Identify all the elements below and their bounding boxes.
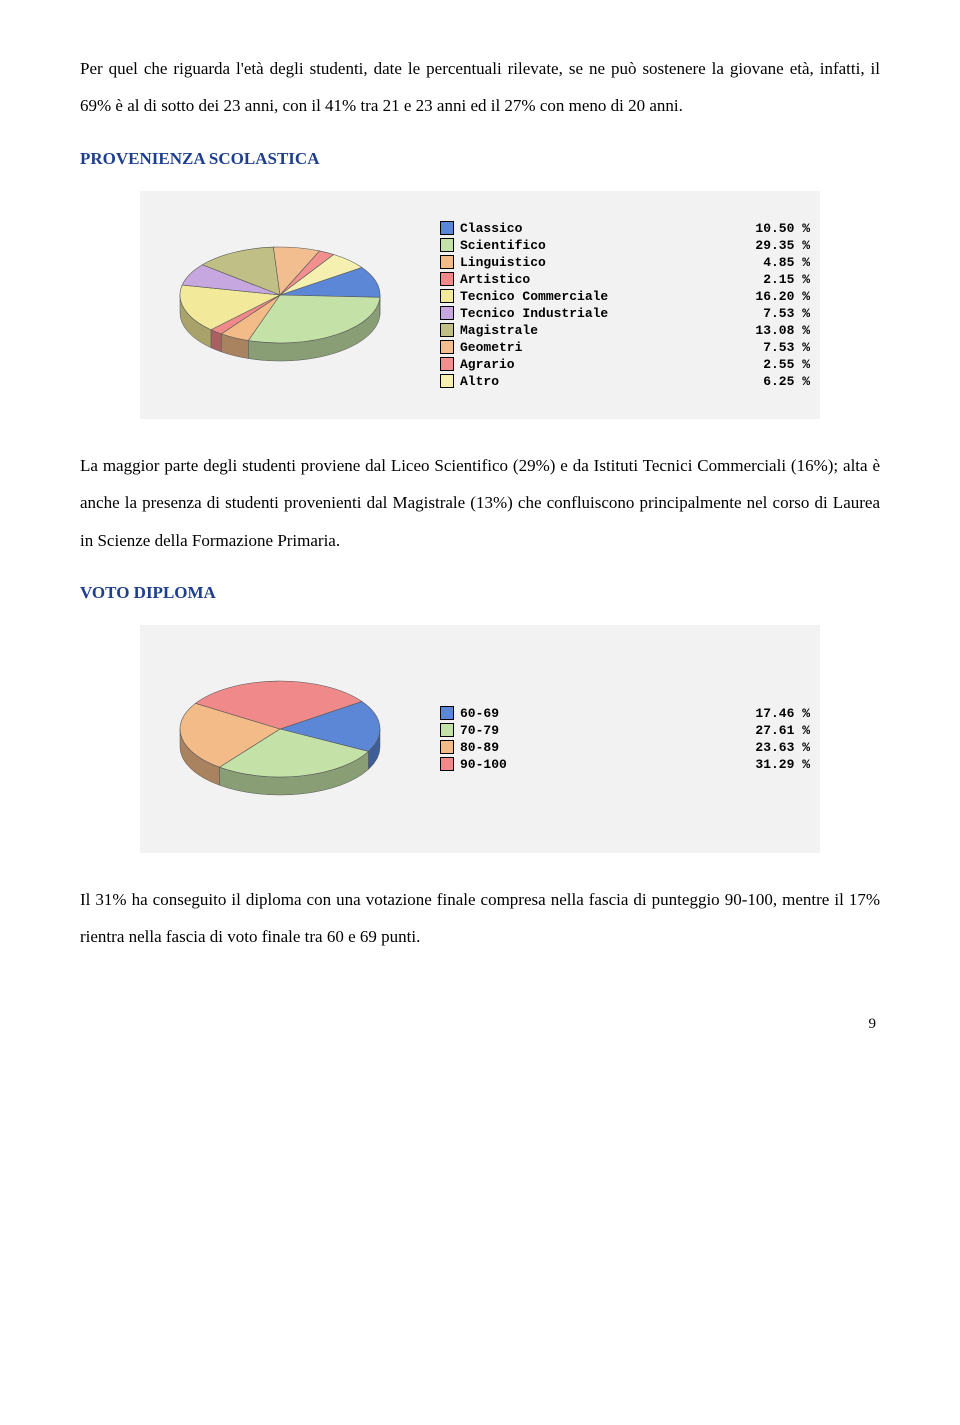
legend-label: 70-79 xyxy=(460,723,742,738)
legend-swatch xyxy=(440,221,454,235)
legend-row: Scientifico 29.35 % xyxy=(440,237,810,254)
legend-label: Altro xyxy=(460,374,742,389)
legend-percent: 31.29 % xyxy=(748,757,810,772)
legend-percent: 2.15 % xyxy=(748,272,810,287)
legend-percent: 27.61 % xyxy=(748,723,810,738)
legend-row: Agrario 2.55 % xyxy=(440,356,810,373)
legend-row: 60-69 17.46 % xyxy=(440,705,810,722)
legend-swatch xyxy=(440,238,454,252)
legend-percent: 7.53 % xyxy=(748,306,810,321)
chart-voto: 60-6917.46 %70-7927.61 %80-8923.63 %90-1… xyxy=(140,625,820,853)
legend-percent: 17.46 % xyxy=(748,706,810,721)
legend-label: Magistrale xyxy=(460,323,742,338)
legend-label: 80-89 xyxy=(460,740,742,755)
legend-percent: 13.08 % xyxy=(748,323,810,338)
legend-percent: 10.50 % xyxy=(748,221,810,236)
legend-label: Agrario xyxy=(460,357,742,372)
legend-swatch xyxy=(440,757,454,771)
legend-swatch xyxy=(440,357,454,371)
legend-percent: 29.35 % xyxy=(748,238,810,253)
legend-label: Linguistico xyxy=(460,255,742,270)
legend-swatch xyxy=(440,706,454,720)
legend-label: Artistico xyxy=(460,272,742,287)
legend-percent: 16.20 % xyxy=(748,289,810,304)
chart-provenienza: Classico10.50 %Scientifico29.35 %Linguis… xyxy=(140,191,820,419)
legend-swatch xyxy=(440,289,454,303)
legend-label: Classico xyxy=(460,221,742,236)
legend-row: Tecnico Commerciale 16.20 % xyxy=(440,288,810,305)
legend-row: Linguistico 4.85 % xyxy=(440,254,810,271)
legend-row: Altro 6.25 % xyxy=(440,373,810,390)
heading-provenienza: PROVENIENZA SCOLASTICA xyxy=(80,149,880,169)
provenienza-paragraph: La maggior parte degli studenti proviene… xyxy=(80,447,880,559)
legend-row: Artistico 2.15 % xyxy=(440,271,810,288)
legend-label: Tecnico Industriale xyxy=(460,306,742,321)
legend-swatch xyxy=(440,340,454,354)
legend-swatch xyxy=(440,323,454,337)
legend-swatch xyxy=(440,723,454,737)
legend-row: Geometri 7.53 % xyxy=(440,339,810,356)
legend-provenienza: Classico10.50 %Scientifico29.35 %Linguis… xyxy=(440,220,810,390)
legend-voto: 60-6917.46 %70-7927.61 %80-8923.63 %90-1… xyxy=(440,705,810,773)
legend-percent: 2.55 % xyxy=(748,357,810,372)
legend-label: Tecnico Commerciale xyxy=(460,289,742,304)
legend-percent: 7.53 % xyxy=(748,340,810,355)
legend-swatch xyxy=(440,740,454,754)
legend-row: 70-79 27.61 % xyxy=(440,722,810,739)
page-number: 9 xyxy=(80,1016,880,1033)
legend-swatch xyxy=(440,272,454,286)
legend-swatch xyxy=(440,255,454,269)
legend-swatch xyxy=(440,306,454,320)
legend-label: Scientifico xyxy=(460,238,742,253)
legend-label: Geometri xyxy=(460,340,742,355)
legend-percent: 6.25 % xyxy=(748,374,810,389)
legend-row: Tecnico Industriale 7.53 % xyxy=(440,305,810,322)
legend-row: 80-89 23.63 % xyxy=(440,739,810,756)
heading-voto: VOTO DIPLOMA xyxy=(80,583,880,603)
pie-chart-provenienza xyxy=(150,205,420,405)
voto-paragraph: Il 31% ha conseguito il diploma con una … xyxy=(80,881,880,956)
legend-label: 60-69 xyxy=(460,706,742,721)
legend-row: 90-100 31.29 % xyxy=(440,756,810,773)
legend-row: Classico 10.50 % xyxy=(440,220,810,237)
legend-label: 90-100 xyxy=(460,757,742,772)
legend-percent: 23.63 % xyxy=(748,740,810,755)
pie-chart-voto xyxy=(150,639,420,839)
intro-paragraph: Per quel che riguarda l'età degli studen… xyxy=(80,50,880,125)
legend-percent: 4.85 % xyxy=(748,255,810,270)
legend-row: Magistrale 13.08 % xyxy=(440,322,810,339)
legend-swatch xyxy=(440,374,454,388)
